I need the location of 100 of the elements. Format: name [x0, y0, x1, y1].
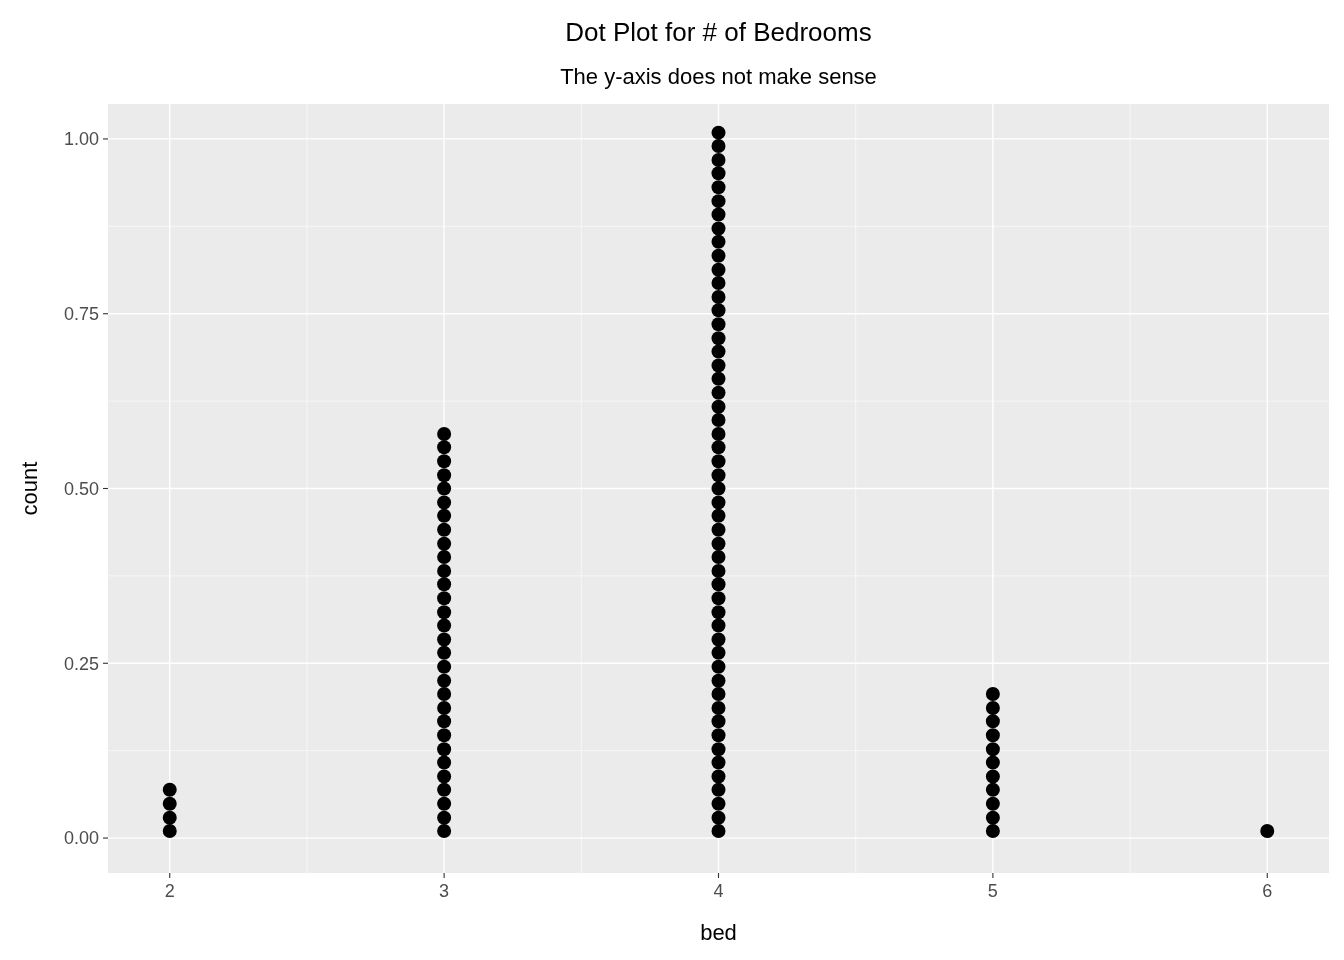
point [985, 701, 1000, 715]
point [437, 522, 452, 537]
point [437, 495, 452, 510]
point [437, 508, 452, 523]
point [711, 426, 726, 441]
point [437, 742, 452, 757]
point [711, 152, 726, 167]
point [711, 605, 726, 620]
y-tick-label: 0.00 [63, 828, 99, 849]
point [162, 796, 177, 811]
point [711, 728, 726, 743]
point [711, 714, 726, 729]
point [711, 413, 726, 427]
point [437, 454, 452, 469]
point [1260, 824, 1275, 839]
y-axis-title: count [17, 461, 42, 516]
point [711, 673, 726, 688]
point [711, 769, 726, 784]
point [711, 385, 726, 400]
point [711, 180, 726, 195]
point [711, 550, 726, 564]
point [437, 659, 452, 674]
point [711, 755, 726, 770]
point [437, 687, 452, 702]
point [711, 468, 726, 483]
point [437, 701, 452, 715]
point [711, 742, 726, 757]
point [711, 166, 726, 181]
point [985, 687, 1000, 702]
point [985, 728, 1000, 743]
point [437, 810, 452, 825]
point [711, 536, 726, 551]
point [437, 796, 452, 811]
y-tick-label: 0.50 [63, 478, 99, 499]
y-tick-label: 1.00 [63, 129, 99, 150]
point [711, 207, 726, 222]
point [437, 550, 452, 564]
point [711, 810, 726, 825]
point [437, 645, 452, 660]
point [711, 632, 726, 647]
point [985, 714, 1000, 729]
point [985, 810, 1000, 825]
point [437, 714, 452, 729]
point [437, 605, 452, 620]
point [711, 577, 726, 592]
point [711, 481, 726, 496]
point [711, 687, 726, 702]
point [711, 262, 726, 277]
point [437, 728, 452, 743]
point [162, 824, 177, 839]
point [711, 344, 726, 359]
point [985, 796, 1000, 811]
point [985, 769, 1000, 784]
point [711, 317, 726, 332]
point [437, 673, 452, 688]
point [711, 645, 726, 660]
point [711, 454, 726, 469]
point [711, 221, 726, 236]
point [711, 234, 726, 249]
x-tick-label: 3 [439, 881, 450, 901]
point [437, 618, 452, 633]
point [985, 824, 1000, 839]
point [437, 468, 452, 483]
point [711, 564, 726, 578]
point [711, 331, 726, 346]
point [985, 742, 1000, 757]
point [437, 536, 452, 551]
point [711, 303, 726, 318]
point [437, 426, 452, 441]
chart-subtitle: The y-axis does not make sense [560, 64, 877, 89]
point [711, 618, 726, 633]
point [711, 824, 726, 839]
y-tick-label: 0.25 [63, 653, 99, 674]
point [711, 248, 726, 263]
x-tick-label: 4 [713, 881, 724, 901]
point [711, 275, 726, 290]
x-tick-label: 5 [987, 881, 998, 901]
point [437, 769, 452, 784]
point [711, 125, 726, 140]
x-axis-title: bed [700, 920, 737, 945]
point [437, 440, 452, 455]
point [711, 371, 726, 386]
point [437, 591, 452, 606]
point [437, 481, 452, 496]
x-tick-label: 2 [164, 881, 175, 901]
point [711, 591, 726, 606]
point [711, 495, 726, 510]
point [711, 289, 726, 304]
point [437, 632, 452, 647]
chart-title: Dot Plot for # of Bedrooms [565, 17, 872, 47]
point [437, 782, 452, 797]
point [985, 755, 1000, 770]
point [711, 701, 726, 715]
point [711, 796, 726, 811]
point [437, 755, 452, 770]
point [711, 440, 726, 455]
point [711, 194, 726, 209]
point [711, 138, 726, 153]
point [162, 782, 177, 797]
y-tick-label: 0.75 [63, 304, 99, 325]
